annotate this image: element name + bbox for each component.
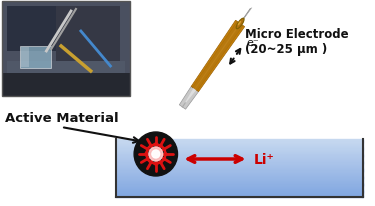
Bar — [2, 2, 130, 97]
Bar — [116, 164, 363, 165]
Bar — [116, 154, 363, 156]
Bar — [116, 156, 363, 157]
Circle shape — [149, 147, 163, 161]
Bar — [116, 190, 363, 192]
Bar — [116, 143, 363, 144]
Bar — [116, 142, 363, 143]
Bar — [2, 2, 130, 97]
Bar — [116, 145, 363, 147]
Bar — [116, 165, 363, 166]
Bar — [116, 181, 363, 183]
Bar — [116, 153, 363, 155]
Bar — [116, 187, 363, 188]
Bar — [116, 166, 363, 167]
Bar — [116, 147, 363, 149]
Polygon shape — [192, 22, 243, 91]
Bar — [116, 184, 363, 186]
Bar — [116, 157, 363, 158]
Polygon shape — [191, 21, 244, 92]
Bar — [116, 189, 363, 191]
Bar — [116, 175, 363, 177]
Bar — [116, 162, 363, 164]
Bar — [116, 179, 363, 180]
Bar — [116, 196, 363, 198]
Text: e⁻: e⁻ — [246, 37, 259, 48]
Text: Li⁺: Li⁺ — [254, 152, 274, 166]
Bar — [116, 185, 363, 187]
Bar — [116, 195, 363, 196]
Text: Active Material: Active Material — [5, 111, 118, 124]
Bar — [116, 177, 363, 179]
Bar — [20, 47, 51, 69]
Polygon shape — [182, 89, 196, 108]
Text: Micro Electrode
(20~25 μm ): Micro Electrode (20~25 μm ) — [244, 28, 348, 56]
Bar — [116, 169, 363, 171]
Ellipse shape — [238, 22, 241, 26]
Bar — [116, 176, 363, 178]
Bar — [2, 74, 130, 97]
Bar — [7, 62, 125, 91]
Circle shape — [152, 150, 160, 158]
Bar — [116, 173, 363, 174]
Bar — [116, 174, 363, 176]
Bar — [116, 182, 363, 184]
Bar — [116, 194, 363, 195]
Bar — [116, 150, 363, 151]
Bar — [116, 159, 363, 161]
Bar — [116, 168, 363, 170]
Bar — [116, 180, 363, 181]
Bar — [116, 139, 363, 141]
Bar — [116, 152, 363, 154]
Polygon shape — [195, 24, 241, 90]
Bar — [116, 188, 363, 190]
Bar — [116, 160, 363, 162]
Bar — [116, 183, 363, 185]
Ellipse shape — [236, 19, 244, 30]
Bar — [116, 151, 363, 152]
Bar — [116, 149, 363, 150]
Bar — [116, 144, 363, 146]
Bar — [7, 7, 61, 52]
Bar — [116, 172, 363, 173]
Circle shape — [134, 132, 177, 176]
Bar — [116, 158, 363, 159]
Bar — [116, 140, 363, 142]
Bar — [21, 48, 28, 68]
Polygon shape — [193, 22, 243, 91]
Bar — [116, 171, 363, 172]
Bar — [56, 7, 120, 62]
Bar — [116, 167, 363, 169]
Bar — [116, 192, 363, 194]
Bar — [116, 191, 363, 193]
Bar — [116, 161, 363, 163]
Polygon shape — [179, 87, 198, 110]
Bar — [116, 146, 363, 148]
